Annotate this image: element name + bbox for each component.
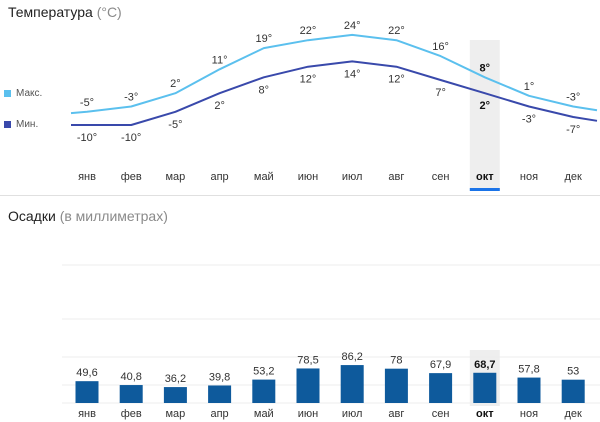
max-temp-label: 22° xyxy=(300,25,317,37)
precip-month-label: мар xyxy=(165,408,185,420)
min-temp-label: -7° xyxy=(566,124,580,136)
max-temp-label: -5° xyxy=(80,97,94,109)
temp-month-label: окт xyxy=(476,171,494,183)
precip-value-label: 36,2 xyxy=(165,373,186,385)
precip-bar xyxy=(517,377,541,403)
precip-value-label: 67,9 xyxy=(430,359,451,371)
temp-month-label: мар xyxy=(165,171,185,183)
max-temp-label: 22° xyxy=(388,25,405,37)
precip-month-label: май xyxy=(254,408,274,420)
precip-bar xyxy=(252,379,276,403)
max-temp-label: 8° xyxy=(480,62,491,74)
max-temp-label: -3° xyxy=(566,91,580,103)
min-temp-label: 12° xyxy=(388,74,405,86)
precipitation-unit: (в миллиметрах) xyxy=(59,208,168,224)
precip-value-label: 86,2 xyxy=(341,351,362,363)
precip-bar xyxy=(163,387,187,403)
precipitation-title-text: Осадки xyxy=(8,208,56,224)
precip-value-label: 57,8 xyxy=(518,364,539,376)
temperature-title-text: Температура xyxy=(8,4,93,20)
precip-value-label: 40,8 xyxy=(120,371,141,383)
precip-bar xyxy=(429,373,453,403)
precip-month-label: ноя xyxy=(520,408,538,420)
min-temp-label: -10° xyxy=(77,132,97,144)
max-temp-label: -3° xyxy=(124,91,138,103)
precip-value-label: 68,7 xyxy=(474,359,495,371)
min-temp-label: -5° xyxy=(168,119,182,131)
legend-min: Мин. xyxy=(4,119,38,130)
max-temp-label: 16° xyxy=(432,41,449,53)
min-temp-label: 8° xyxy=(259,84,270,96)
temp-month-label: июл xyxy=(342,171,363,183)
section-divider xyxy=(0,195,600,196)
temperature-unit: (°C) xyxy=(96,4,122,20)
legend-max-swatch xyxy=(4,90,11,97)
legend-min-label: Мин. xyxy=(16,119,39,130)
series-max-line xyxy=(70,33,598,115)
precip-bar xyxy=(561,379,585,403)
min-temp-label: 2° xyxy=(214,100,225,112)
selected-month-highlight-temp xyxy=(469,40,500,190)
precip-bar xyxy=(340,365,364,403)
precip-month-label: фев xyxy=(121,408,142,420)
temp-month-label: фев xyxy=(121,171,142,183)
min-temp-label: 12° xyxy=(300,74,317,86)
min-temp-label: 7° xyxy=(435,87,446,99)
min-temp-label: 14° xyxy=(344,68,361,80)
max-temp-label: 1° xyxy=(524,81,535,93)
selected-month-underline xyxy=(469,188,500,191)
precip-month-label: янв xyxy=(78,408,96,420)
precip-bar xyxy=(119,385,143,403)
min-temp-label: -10° xyxy=(121,132,141,144)
precip-month-label: апр xyxy=(210,408,228,420)
precip-month-label: июл xyxy=(342,408,363,420)
precip-month-label: окт xyxy=(476,408,494,420)
temp-month-label: ноя xyxy=(520,171,538,183)
precipitation-title: Осадки (в миллиметрах) xyxy=(8,208,168,224)
precip-bar xyxy=(296,368,320,403)
precip-month-label: июн xyxy=(298,408,318,420)
precip-value-label: 78,5 xyxy=(297,354,318,366)
precip-month-label: дек xyxy=(565,408,583,420)
legend-max: Макс. xyxy=(4,88,42,99)
temp-month-label: май xyxy=(254,171,274,183)
legend-max-label: Макс. xyxy=(16,88,43,99)
legend-min-swatch xyxy=(4,121,11,128)
temp-month-label: авг xyxy=(388,171,404,183)
temp-month-label: июн xyxy=(298,171,318,183)
precip-month-label: авг xyxy=(388,408,404,420)
temp-month-label: янв xyxy=(78,171,96,183)
precip-value-label: 49,6 xyxy=(76,367,97,379)
precip-bar xyxy=(384,368,408,403)
min-temp-label: 2° xyxy=(480,100,491,112)
max-temp-label: 2° xyxy=(170,78,181,90)
precip-bar xyxy=(75,381,99,403)
temp-month-label: сен xyxy=(432,171,450,183)
min-temp-label: -3° xyxy=(522,113,536,125)
precip-value-label: 39,8 xyxy=(209,371,230,383)
series-min-line xyxy=(71,60,598,126)
max-temp-label: 19° xyxy=(255,33,272,45)
temp-month-label: апр xyxy=(210,171,228,183)
precip-value-label: 78 xyxy=(390,355,402,367)
max-temp-label: 24° xyxy=(344,20,361,32)
precip-month-label: сен xyxy=(432,408,450,420)
temp-month-label: дек xyxy=(565,171,583,183)
precip-value-label: 53,2 xyxy=(253,366,274,378)
temperature-title: Температура (°C) xyxy=(8,4,122,20)
max-temp-label: 11° xyxy=(212,54,228,66)
precip-bar xyxy=(208,385,232,403)
precip-value-label: 53 xyxy=(567,366,579,378)
precip-bar xyxy=(473,372,497,403)
